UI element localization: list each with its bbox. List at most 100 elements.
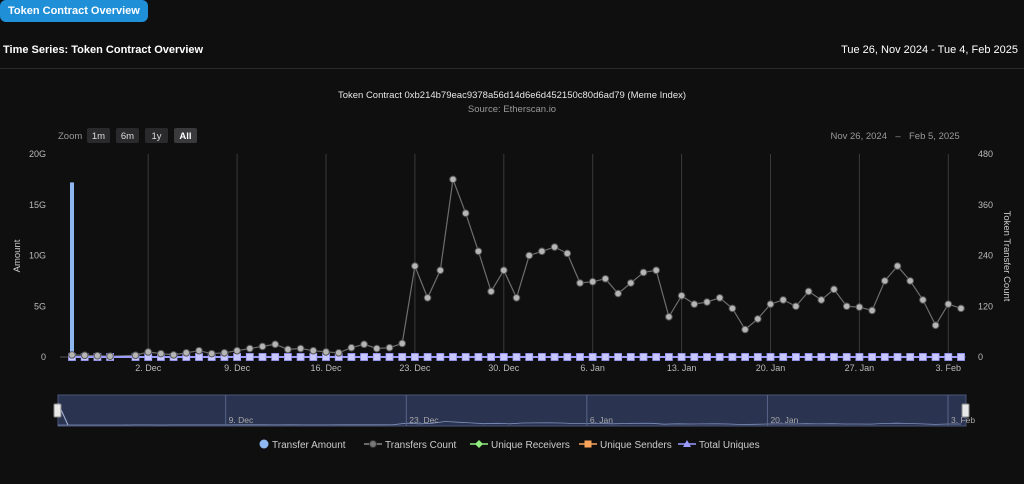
- transfers-count-point: [601, 274, 610, 283]
- legend-label: Unique Receivers: [491, 440, 570, 451]
- legend-label: Unique Senders: [600, 440, 672, 451]
- x-tick-label: 9. Dec: [224, 363, 251, 373]
- unique-senders-point: [525, 353, 534, 361]
- unique-senders-point: [766, 353, 775, 361]
- plot-grid: [60, 154, 966, 358]
- unique-senders-point: [576, 353, 584, 361]
- zoom-button-1y[interactable]: [145, 128, 168, 143]
- unique-senders-point: [931, 353, 940, 361]
- unique-senders-point: [893, 353, 902, 361]
- legend-unique-senders[interactable]: Unique Senders: [579, 440, 672, 451]
- y2-axis-label: Token Transfer Count: [1001, 211, 1012, 302]
- transfers-count-point: [360, 340, 368, 349]
- unique-senders-point: [423, 353, 432, 361]
- unique-senders-point: [677, 353, 686, 361]
- y2-tick-label: 120: [978, 301, 993, 311]
- navigator-series: [58, 421, 961, 426]
- transfers-count-point: [563, 249, 572, 258]
- unique-senders-point: [855, 353, 864, 361]
- x-tick-label: 13. Jan: [667, 363, 697, 373]
- x-tick-label: 6. Jan: [580, 363, 605, 373]
- unique-senders-point: [715, 353, 724, 361]
- unique-senders-point: [347, 353, 356, 361]
- unique-senders-point: [728, 353, 737, 361]
- legend-unique-receivers[interactable]: Unique Receivers: [470, 440, 570, 451]
- unique-senders-point: [753, 353, 762, 361]
- transfers-count-point: [512, 293, 521, 302]
- transfer-amount-bar: [70, 182, 74, 357]
- legend-transfers-count[interactable]: Transfers Count: [364, 440, 457, 451]
- unique-senders-point: [271, 353, 280, 361]
- transfers-count-point: [233, 346, 241, 355]
- zoom-button-6m[interactable]: [116, 128, 139, 143]
- transfers-count-line: [71, 179, 962, 357]
- navigator-window: [57, 394, 967, 427]
- transfers-count-point: [373, 344, 381, 353]
- transfers-count-point: [93, 351, 102, 360]
- transfers-count-point: [817, 296, 826, 304]
- navigator-handle-right[interactable]: [961, 403, 970, 418]
- transfers-count-point: [525, 251, 534, 260]
- unique-senders-point: [449, 353, 457, 361]
- chart-title: Token Contract 0xb214b79eac9378a56d14d6e…: [338, 90, 686, 101]
- unique-senders-point: [385, 353, 394, 361]
- legend-symbol: [475, 440, 483, 448]
- transfers-count-point: [309, 346, 318, 355]
- unique-senders-point: [499, 353, 508, 361]
- zoom-button-All[interactable]: [174, 128, 197, 143]
- unique-senders-point: [296, 353, 305, 361]
- transfers-count-point: [385, 343, 394, 352]
- transfers-count-point: [68, 351, 76, 359]
- transfers-count-point: [449, 175, 457, 184]
- navigator-handle-left[interactable]: [53, 403, 62, 418]
- navigator[interactable]: 9. Dec 23. Dec 6. Jan 20. Jan 3. Feb: [53, 394, 975, 427]
- tab-token-contract-overview[interactable]: Token Contract Overview: [0, 0, 148, 22]
- transfers-count-point: [728, 304, 737, 313]
- unique-senders-point: [474, 353, 483, 361]
- legend-transfer-amount[interactable]: Transfer Amount: [259, 439, 346, 452]
- transfers-count-point: [588, 277, 597, 286]
- unique-senders-point: [842, 353, 851, 361]
- transfers-count-point: [423, 293, 432, 302]
- transfers-count-point: [258, 342, 267, 351]
- transfers-count-point: [715, 293, 724, 302]
- navigator-tick-label: 3. Feb: [951, 415, 975, 425]
- zoom-button-label: All: [179, 131, 191, 142]
- legend: Transfer Amount Transfers Count Unique Rec…: [259, 439, 760, 452]
- transfers-count-point: [703, 298, 711, 306]
- y-tick-label: 0: [41, 352, 46, 362]
- date-range-label: Tue 26, Nov 2024 - Tue 4, Feb 2025: [841, 44, 1018, 56]
- unique-senders-point: [741, 353, 749, 361]
- unique-senders-point: [601, 353, 610, 361]
- transfers-count-point: [157, 349, 165, 358]
- page-title: Time Series: Token Contract Overview: [3, 44, 204, 56]
- transfers-count-point: [220, 348, 229, 357]
- transfers-count-point: [919, 296, 927, 304]
- transfers-count-point: [944, 300, 953, 308]
- zoom-button-1m[interactable]: [87, 128, 110, 143]
- unique-senders-point: [779, 353, 788, 361]
- unique-senders-point: [410, 353, 419, 361]
- unique-senders-point: [957, 353, 965, 361]
- transfers-count-point: [639, 268, 648, 277]
- transfers-count-point: [627, 279, 635, 287]
- transfers-count-point: [207, 349, 216, 358]
- transfers-count-point: [182, 348, 191, 357]
- transfers-count-point: [677, 291, 686, 300]
- x-tick-label: 3. Feb: [936, 363, 962, 373]
- transfers-count-point: [296, 344, 305, 353]
- unique-senders-point: [639, 353, 648, 361]
- y2-tick-label: 0: [978, 352, 983, 362]
- unique-senders-point: [360, 353, 369, 361]
- range-separator: –: [895, 131, 901, 142]
- transfers-count-point: [80, 351, 89, 360]
- zoom-buttons: 1m 6m 1y All: [87, 128, 197, 143]
- transfers-count-point: [500, 266, 508, 275]
- transfers-count-point: [804, 287, 813, 296]
- transfers-count-point: [881, 277, 889, 285]
- navigator-tick-label: 23. Dec: [409, 415, 439, 425]
- legend-total-uniques[interactable]: Total Uniques: [678, 440, 760, 451]
- legend-symbol: [259, 439, 269, 449]
- y-tick-label: 10G: [29, 251, 46, 261]
